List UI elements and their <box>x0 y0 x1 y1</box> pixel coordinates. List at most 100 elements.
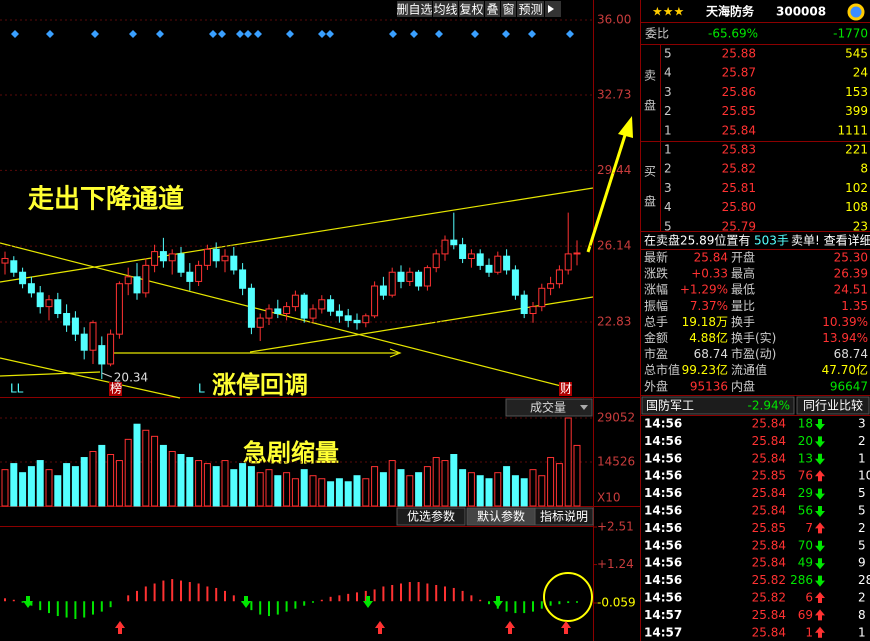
candle-body <box>195 264 203 282</box>
book-volume: 221 <box>845 143 868 157</box>
tick-direction <box>815 522 825 534</box>
tick-time: 14:56 <box>644 451 682 465</box>
notice-link[interactable]: 卖单! 查看详细 <box>791 233 870 248</box>
candle-body <box>19 271 27 285</box>
tick-price: 25.84 <box>752 451 786 465</box>
candle-body <box>573 252 581 255</box>
tick-time: 14:57 <box>644 625 682 639</box>
candle-body <box>467 253 475 259</box>
indicator-tab[interactable]: 优选参数 <box>407 509 455 524</box>
toolbar-button-bg <box>485 1 500 17</box>
indicator-tab[interactable]: 默认参数 <box>477 509 525 524</box>
toolbar-button[interactable]: 复权 <box>459 3 483 17</box>
industry-bg[interactable] <box>641 396 795 415</box>
book-level: 2 <box>664 162 672 176</box>
tick-direction <box>815 626 825 638</box>
candle-body <box>423 267 431 287</box>
volume-bar <box>432 457 440 507</box>
toolbar-button[interactable]: 叠 <box>486 3 498 17</box>
candle-body <box>406 271 414 282</box>
volume-bar <box>274 475 282 507</box>
candle-body <box>1 257 9 264</box>
book-level: 1 <box>664 123 672 137</box>
book-volume: 102 <box>845 181 868 195</box>
volume-bar <box>344 481 352 507</box>
candle-body <box>494 255 502 273</box>
candle-body <box>151 251 159 266</box>
volume-bar <box>80 457 88 507</box>
book-level: 3 <box>664 181 672 195</box>
candle-body <box>388 271 396 296</box>
indicator-tab[interactable]: 指标说明 <box>540 509 588 524</box>
candle-body <box>459 244 467 259</box>
toolbar-button[interactable]: 预测 <box>518 3 542 17</box>
compare-button[interactable]: 同行业比较 <box>803 398 863 413</box>
toolbar-button[interactable]: 删自选 <box>396 3 432 17</box>
color-icon[interactable] <box>847 3 865 21</box>
notice-lots: 503手 <box>754 234 789 248</box>
toolbar-button-bg <box>517 1 544 17</box>
stat-label: 外盘 <box>644 378 668 393</box>
tick-price: 25.82 <box>752 591 786 605</box>
industry-change: -2.94% <box>748 399 790 413</box>
candle-body <box>27 283 35 294</box>
book-price: 25.84 <box>722 123 756 137</box>
stat-label: 振幅 <box>644 298 668 313</box>
candle-body <box>441 239 449 255</box>
toolbar-button-bg <box>459 1 484 17</box>
tab-bg[interactable] <box>534 507 594 526</box>
tick-volume: 18 <box>798 417 813 431</box>
toolbar-button[interactable]: 均线 <box>433 3 457 17</box>
volume-bar <box>107 454 115 507</box>
tab-bg[interactable] <box>396 507 466 526</box>
compare-bg[interactable] <box>796 396 870 415</box>
stat-label: 内盘 <box>731 378 755 393</box>
tick-price: 25.85 <box>752 521 786 535</box>
book-side-label: 盘 <box>644 98 656 113</box>
book-price: 25.86 <box>722 85 756 99</box>
volume-bar <box>371 466 379 507</box>
volume-bar <box>283 472 291 507</box>
volume-multiplier: X10 <box>597 491 621 505</box>
volume-bar <box>89 450 97 507</box>
volume-bar <box>529 469 537 507</box>
candle-body <box>107 333 115 365</box>
candle-body <box>511 269 519 296</box>
book-volume: 399 <box>845 104 868 118</box>
trend-lines <box>0 187 594 399</box>
volume-bar <box>45 469 53 507</box>
volume-bar <box>36 460 44 507</box>
stat-label: 市盈(动) <box>731 346 776 361</box>
candle-body <box>327 299 335 312</box>
stat-label: 金额 <box>644 330 668 345</box>
signal-arrow <box>363 596 373 608</box>
event-marker <box>129 30 137 38</box>
book-level: 1 <box>664 143 672 157</box>
y-tick-label: 36.00 <box>597 13 631 27</box>
volume-bar <box>212 466 220 507</box>
volume-bar <box>203 463 211 507</box>
volume-bar <box>564 417 572 507</box>
tick-extra: 8 <box>858 608 866 622</box>
volume-selector-bg[interactable] <box>505 398 593 417</box>
candle-body <box>54 299 62 315</box>
tick-extra: 1 <box>858 451 866 465</box>
stat-value: 68.74 <box>694 347 728 361</box>
toolbar-button[interactable]: 窗 <box>502 3 514 17</box>
tick-volume: 70 <box>798 538 813 552</box>
volume-selector[interactable]: 成交量 <box>530 400 566 415</box>
volume-bar <box>142 429 150 507</box>
book-price: 25.79 <box>722 219 756 233</box>
volume-bar <box>186 457 194 507</box>
volume-bar <box>459 469 467 507</box>
book-level: 3 <box>664 85 672 99</box>
candle-body <box>98 345 106 365</box>
volume-bar <box>503 466 511 507</box>
stat-label: 量比 <box>731 299 755 313</box>
annotation: 急剧缩量 <box>243 439 339 467</box>
stat-value: 68.74 <box>834 347 868 361</box>
tick-extra: 3 <box>858 417 866 431</box>
volume-bar <box>335 478 343 507</box>
industry-name[interactable]: 国防军工 <box>646 398 694 413</box>
